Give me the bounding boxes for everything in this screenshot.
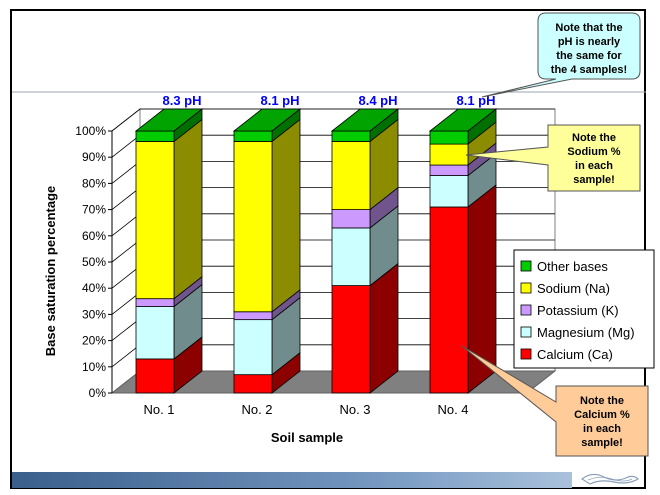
- ph-callout-text: the same for: [556, 50, 622, 62]
- bar-segment: [136, 359, 174, 393]
- bar-segment: [430, 207, 468, 393]
- legend-label: Other bases: [537, 259, 608, 274]
- sodium-callout-text: Sodium %: [567, 146, 620, 158]
- x-axis-title: Soil sample: [271, 430, 343, 445]
- ph-label: 8.1 pH: [260, 93, 299, 108]
- bar-side: [174, 119, 202, 298]
- y-tick-label: 50%: [82, 255, 106, 269]
- bar-segment: [234, 131, 272, 141]
- bar-side: [272, 119, 300, 311]
- bar-segment: [430, 131, 468, 144]
- ph-callout-text: pH is nearly: [558, 36, 621, 48]
- legend-swatch: [521, 283, 531, 293]
- bar-segment: [430, 176, 468, 207]
- bar-segment: [136, 307, 174, 359]
- legend-label: Magnesium (Mg): [537, 325, 635, 340]
- bar-segment: [234, 375, 272, 393]
- x-tick-label: No. 4: [437, 402, 468, 417]
- legend-swatch: [521, 305, 531, 315]
- bar-segment: [332, 228, 370, 286]
- calcium-callout-text: sample!: [581, 437, 623, 449]
- calcium-callout-text: Calcium %: [574, 409, 630, 421]
- calcium-callout-text: Note the: [580, 395, 624, 407]
- bar-segment: [332, 141, 370, 209]
- calcium-callout-text: in each: [583, 423, 621, 435]
- bar-segment: [332, 210, 370, 228]
- bar-segment: [234, 312, 272, 320]
- bar-segment: [234, 141, 272, 311]
- y-tick-label: 60%: [82, 229, 106, 243]
- footer-logo-icon: [578, 469, 640, 489]
- y-tick-label: 90%: [82, 150, 106, 164]
- y-tick-label: 30%: [82, 307, 106, 321]
- y-tick-label: 0%: [89, 386, 107, 400]
- legend-label: Potassium (K): [537, 303, 619, 318]
- bar-side: [370, 264, 398, 393]
- ph-label: 8.3 pH: [162, 93, 201, 108]
- legend-swatch: [521, 349, 531, 359]
- ph-label: 8.4 pH: [358, 93, 397, 108]
- legend-label: Sodium (Na): [537, 281, 610, 296]
- ph-callout-text: the 4 samples!: [551, 64, 627, 76]
- sodium-callout-text: in each: [575, 160, 613, 172]
- bar-segment: [430, 165, 468, 175]
- bar-segment: [430, 144, 468, 165]
- bar-segment: [332, 286, 370, 393]
- x-tick-label: No. 2: [241, 402, 272, 417]
- sodium-callout-text: Note the: [572, 132, 616, 144]
- ph-callout-text: Note that the: [555, 22, 622, 34]
- y-tick-label: 20%: [82, 334, 106, 348]
- y-axis-title: Base saturation percentage: [43, 186, 58, 357]
- bar-segment: [136, 141, 174, 298]
- legend-swatch: [521, 327, 531, 337]
- bar-segment: [136, 131, 174, 141]
- y-tick-label: 100%: [75, 124, 106, 138]
- y-tick-label: 80%: [82, 176, 106, 190]
- bar-segment: [234, 320, 272, 375]
- bar-segment: [136, 299, 174, 307]
- x-tick-label: No. 3: [339, 402, 370, 417]
- legend-label: Calcium (Ca): [537, 347, 613, 362]
- sodium-callout-text: sample!: [573, 174, 615, 186]
- y-tick-label: 70%: [82, 203, 106, 217]
- legend-swatch: [521, 261, 531, 271]
- y-tick-label: 40%: [82, 281, 106, 295]
- x-tick-label: No. 1: [143, 402, 174, 417]
- bar-segment: [332, 131, 370, 141]
- y-tick-label: 10%: [82, 360, 106, 374]
- footer-bar: [12, 472, 572, 488]
